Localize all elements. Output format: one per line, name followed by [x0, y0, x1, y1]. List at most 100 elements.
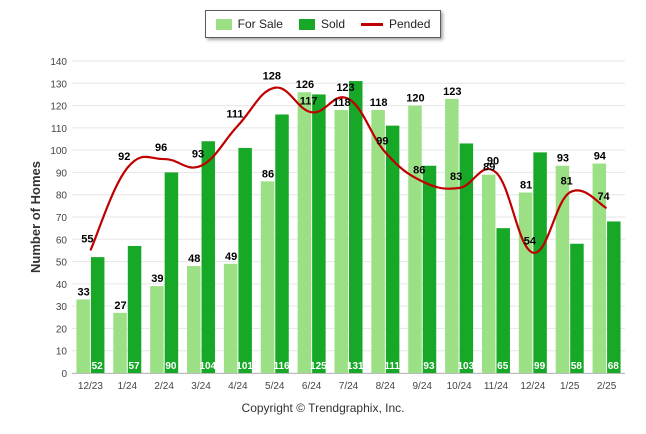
data-label-for-sale: 118	[333, 97, 351, 109]
data-label-pended: 117	[300, 95, 318, 107]
legend-label-pended: Pended	[389, 17, 431, 31]
legend-item-pended[interactable]: Pended	[361, 17, 430, 31]
y-tick-label: 90	[56, 168, 68, 179]
bar-sold	[275, 114, 289, 373]
x-axis: 12/23 1/24 2/24 3/24 4/24 5/24 6/24 7/24 8/24 9/2…	[72, 373, 625, 392]
data-label-for-sale: 120	[406, 93, 424, 105]
x-tick-label: 9/24	[412, 381, 432, 392]
y-tick-label: 40	[56, 280, 68, 291]
data-label-sold: 125	[310, 361, 327, 372]
data-label-sold: 57	[128, 361, 140, 372]
data-label-pended: 93	[192, 149, 204, 161]
data-label-sold: 58	[571, 361, 583, 372]
x-tick-label: 8/24	[376, 381, 396, 392]
x-tick-label: 5/24	[265, 381, 285, 392]
legend-label-sold: Sold	[320, 17, 345, 31]
bar-for-sale	[334, 110, 348, 374]
bar-sold	[533, 152, 547, 373]
y-tick-label: 0	[61, 369, 67, 380]
pended-line	[89, 86, 608, 254]
bar-for-sale	[371, 110, 385, 374]
data-label-sold: 101	[236, 361, 253, 372]
y-tick-label: 120	[50, 102, 67, 113]
y-tick-label: 10	[56, 347, 68, 358]
bar-for-sale	[76, 299, 90, 373]
data-label-sold: 103	[458, 361, 475, 372]
y-tick-label: 110	[51, 124, 67, 135]
y-axis-label: Number of Homes	[28, 161, 43, 273]
data-label-for-sale: 86	[262, 168, 274, 180]
y-tick-label: 20	[56, 324, 68, 335]
bar-for-sale	[481, 174, 496, 373]
x-tick-label: 1/25	[560, 381, 580, 392]
data-label-pended: 96	[155, 142, 167, 154]
bar-sold	[570, 243, 584, 373]
bar-sold	[201, 141, 216, 373]
bar-sold	[496, 228, 510, 373]
bar-sold	[164, 172, 179, 373]
bar-for-sale	[408, 105, 422, 374]
x-tick-label: 7/24	[339, 381, 359, 392]
legend: For Sale Sold Pended	[205, 10, 441, 38]
x-tick-label: 12/24	[520, 381, 545, 392]
y-axis: 0 10 20 30 40 50 60 70 80 90 100 110 120 130 140	[50, 57, 67, 380]
data-label-sold: 104	[199, 361, 216, 372]
bar-for-sale	[187, 266, 201, 373]
data-label-pended: 99	[376, 135, 388, 147]
y-tick-label: 130	[50, 79, 67, 90]
data-label-pended: 90	[487, 155, 499, 167]
gridlines	[72, 60, 625, 374]
data-label-for-sale: 123	[443, 86, 461, 98]
data-label-pended: 74	[597, 191, 610, 203]
data-label-for-sale: 93	[557, 153, 569, 165]
data-label-pended: 81	[561, 175, 573, 187]
bars	[76, 81, 621, 374]
bar-for-sale	[518, 192, 533, 373]
data-label-for-sale: 118	[370, 97, 388, 109]
bar-sold	[349, 81, 363, 374]
data-label-for-sale: 81	[520, 179, 532, 191]
bar-sold	[90, 257, 105, 373]
x-tick-label: 10/24	[447, 381, 472, 392]
data-label-for-sale: 33	[78, 286, 90, 298]
legend-swatch-pended	[361, 22, 383, 26]
data-label-sold: 116	[273, 361, 290, 372]
legend-item-for-sale[interactable]: For Sale	[215, 17, 283, 31]
x-tick-label: 1/24	[118, 381, 138, 392]
x-tick-label: 12/23	[78, 381, 103, 392]
data-label-sold: 90	[165, 361, 177, 372]
data-label-pended: 111	[226, 109, 243, 121]
bar-for-sale	[297, 92, 312, 373]
data-label-for-sale: 49	[225, 251, 237, 263]
y-tick-label: 100	[50, 146, 67, 157]
y-tick-label: 140	[50, 57, 67, 68]
x-tick-label: 2/25	[597, 381, 617, 392]
pended-series-line	[89, 86, 608, 254]
bar-sold	[459, 143, 474, 373]
x-tick-label: 6/24	[302, 381, 322, 392]
bar-sold	[385, 125, 400, 373]
data-labels: 33 52 55 27 57 92 39 90 96 48 104 93 49 101 111 86 116 12…	[78, 71, 620, 372]
y-tick-label: 70	[56, 213, 68, 224]
data-label-for-sale: 94	[594, 151, 607, 163]
data-label-pended: 54	[524, 236, 537, 248]
bar-for-sale	[223, 263, 238, 373]
y-tick-label: 30	[56, 302, 68, 313]
y-tick-label: 50	[56, 258, 68, 269]
bar-for-sale	[445, 98, 459, 373]
data-label-for-sale: 27	[114, 300, 126, 312]
legend-item-sold[interactable]: Sold	[298, 17, 345, 31]
bar-for-sale	[113, 312, 127, 373]
bar-sold	[238, 147, 252, 373]
y-tick-label: 80	[56, 191, 68, 202]
data-label-pended: 55	[81, 233, 93, 245]
x-tick-label: 2/24	[154, 381, 174, 392]
x-tick-label: 11/24	[484, 381, 509, 392]
data-label-for-sale: 39	[151, 273, 163, 285]
x-tick-label: 4/24	[228, 381, 248, 392]
data-label-sold: 111	[384, 361, 400, 372]
data-label-pended: 123	[336, 82, 354, 94]
data-label-sold: 99	[534, 361, 546, 372]
data-label-pended: 128	[263, 71, 281, 83]
